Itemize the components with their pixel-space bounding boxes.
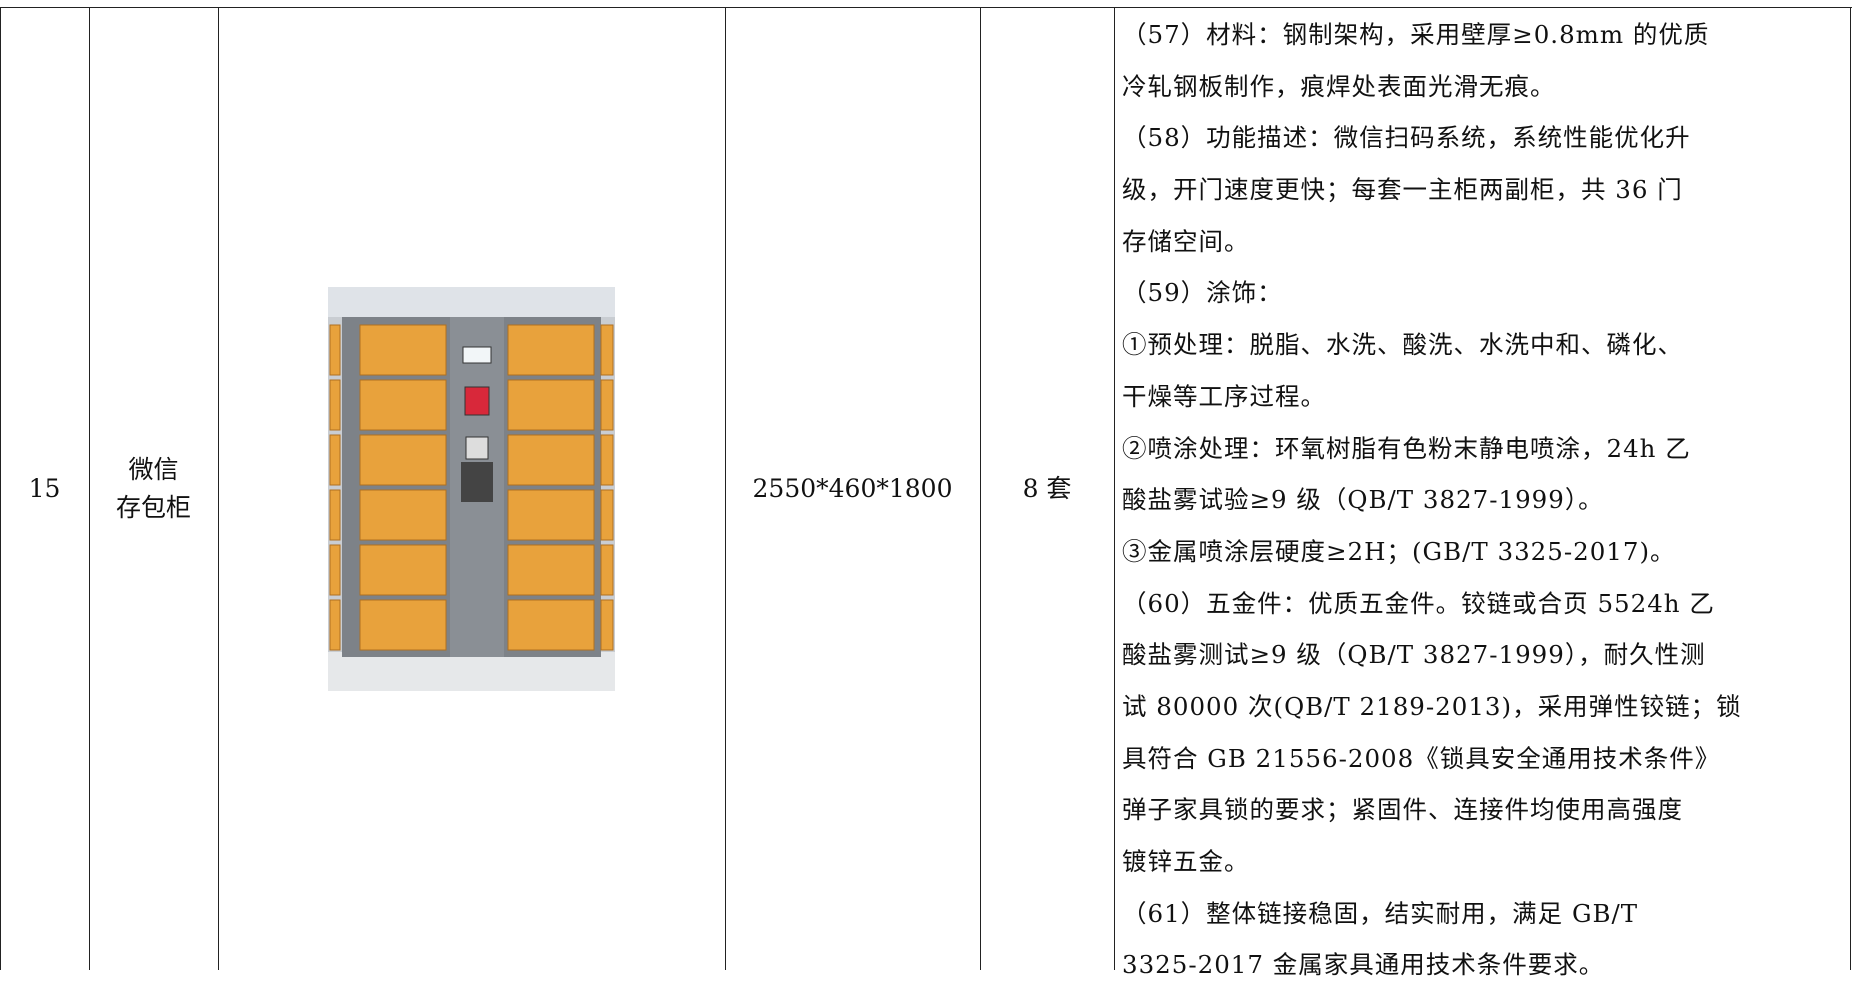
- size: 2550*460*1800: [752, 473, 953, 503]
- column-border: [1114, 7, 1115, 970]
- description-line: 存储空间。: [1122, 226, 1250, 256]
- locker-photo: [328, 286, 615, 691]
- quantity: 8 套: [1022, 473, 1072, 503]
- description-line: ①预处理：脱脂、水洗、酸洗、水洗中和、磷化、: [1122, 330, 1683, 360]
- description-line: 具符合 GB 21556-2008《锁具安全通用技术条件》: [1122, 743, 1721, 773]
- column-border: [725, 7, 726, 970]
- name-line: 存包柜: [115, 492, 191, 522]
- index-cell: 15: [0, 7, 89, 970]
- column-border: [1850, 7, 1851, 970]
- name-cell: 微信 存包柜: [89, 7, 218, 970]
- description-line: 干燥等工序过程。: [1122, 381, 1326, 411]
- size-cell: 2550*460*1800: [725, 7, 980, 970]
- index: 15: [28, 473, 61, 503]
- description-line: （61）整体链接稳固，结实耐用，满足 GB/T: [1122, 898, 1639, 928]
- description-line: 酸盐雾试验≥9 级（QB/T 3827-1999）。: [1122, 485, 1604, 515]
- name: 微信 存包柜: [116, 451, 191, 527]
- name-line: 微信: [128, 454, 179, 484]
- column-border: [89, 7, 90, 970]
- description-line: （60）五金件：优质五金件。铰链或合页 5524h 乙: [1122, 588, 1715, 618]
- column-border: [218, 7, 219, 970]
- description-line: ③金属喷涂层硬度≥2H；(GB/T 3325-2017)。: [1122, 536, 1676, 566]
- description-line: 镀锌五金。: [1122, 847, 1250, 876]
- column-border: [0, 7, 1, 970]
- page: 15 微信存包柜 2550*460*1800 8 套 （57）材料：钢制架构，采…: [0, 7, 1852, 980]
- table-border: [0, 7, 1852, 8]
- description-line: ②喷涂处理：环氧树脂有色粉末静电喷涂，24h 乙: [1122, 433, 1691, 463]
- quantity-cell: 8 套: [980, 7, 1114, 970]
- description-line: （57）材料：钢制架构，采用壁厚≥0.8mm 的优质: [1122, 20, 1710, 49]
- description: （57）材料：钢制架构，采用壁厚≥0.8mm 的优质 冷轧钢板制作，痕焊处表面光滑…: [1122, 9, 1850, 991]
- description-line: 弹子家具锁的要求；紧固件、连接件均使用高强度: [1122, 795, 1683, 825]
- column-border: [980, 7, 981, 970]
- description-line: 3325-2017 金属家具通用技术条件要求。: [1122, 950, 1605, 980]
- description-line: （59）涂饰：: [1122, 278, 1283, 308]
- image-cell: [218, 7, 725, 970]
- description-line: 级，开门速度更快；每套一主柜两副柜，共 36 门: [1122, 175, 1683, 205]
- description-line: 冷轧钢板制作，痕焊处表面光滑无痕。: [1122, 71, 1556, 101]
- description-line: 酸盐雾测试≥9 级（QB/T 3827-1999），耐久性测: [1122, 640, 1706, 670]
- description-line: （58）功能描述：微信扫码系统，系统性能优化升: [1122, 123, 1691, 153]
- description-line: 试 80000 次(QB/T 2189-2013)，采用弹性铰链；锁: [1122, 691, 1742, 721]
